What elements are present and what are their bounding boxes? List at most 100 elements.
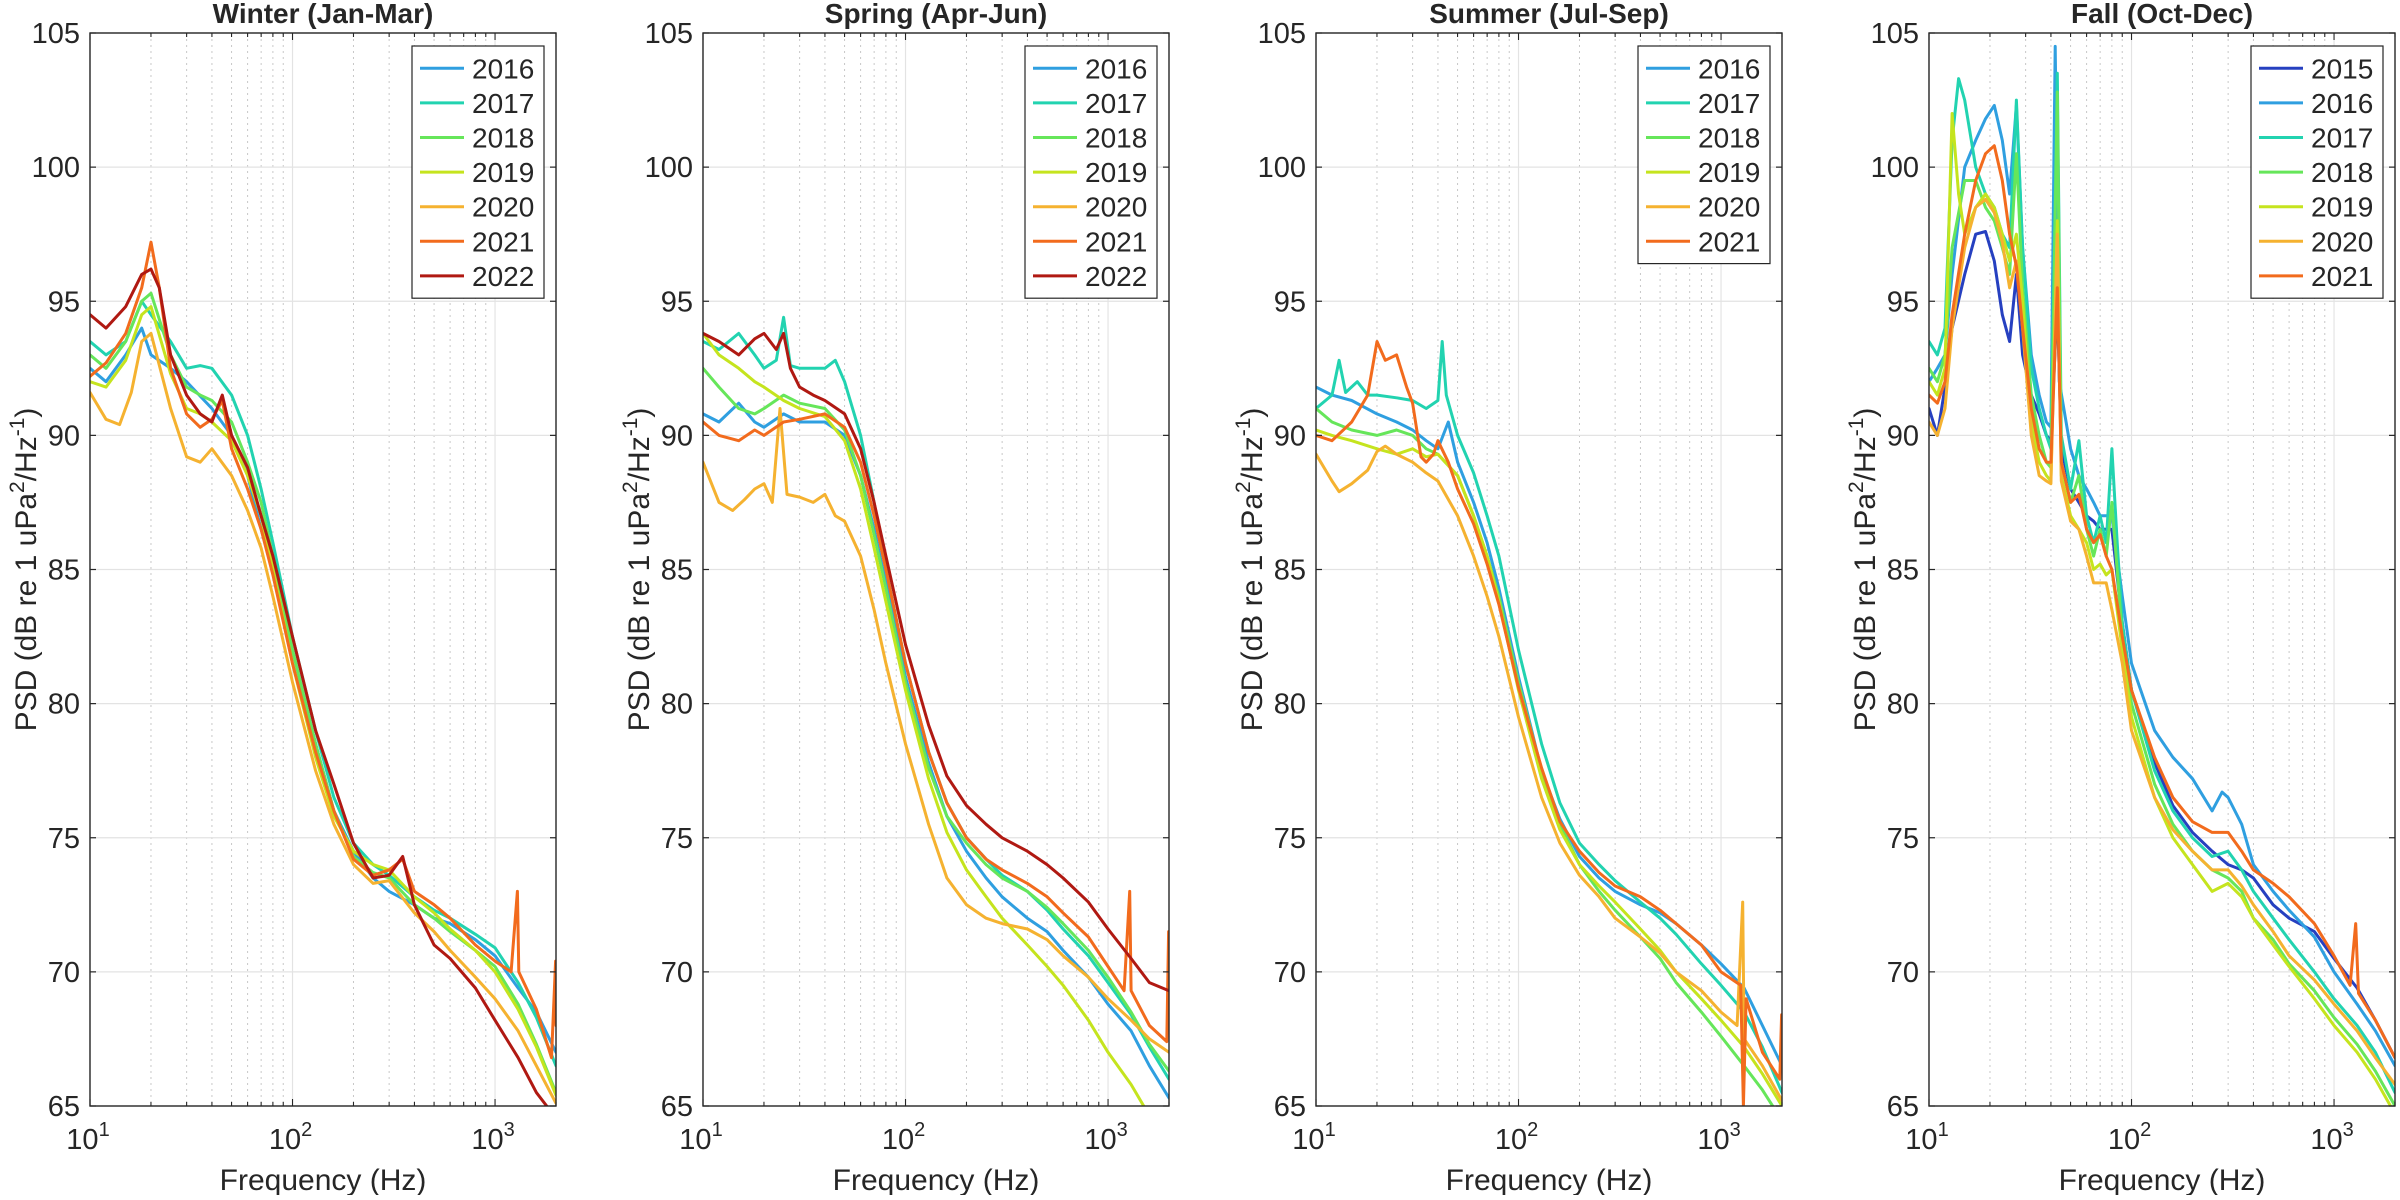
legend-label-2022: 2022 bbox=[472, 261, 534, 292]
y-tick-label: 65 bbox=[48, 1091, 80, 1123]
x-tick-exponent: 3 bbox=[1117, 1119, 1128, 1141]
y-tick-label: 90 bbox=[48, 420, 80, 452]
series-line-2019 bbox=[703, 331, 1146, 1106]
y-tick-label: 85 bbox=[48, 555, 80, 587]
x-tick-base: 10 bbox=[1292, 1124, 1324, 1156]
legend-label-2017: 2017 bbox=[2311, 123, 2373, 154]
legend-label-2018: 2018 bbox=[2311, 157, 2373, 188]
y-label-part: /Hz bbox=[1236, 436, 1269, 481]
x-tick-exponent: 1 bbox=[1938, 1119, 1949, 1141]
x-tick-base: 10 bbox=[471, 1124, 503, 1156]
series-line-2021 bbox=[1316, 340, 1782, 1106]
y-tick-label: 95 bbox=[1274, 286, 1306, 318]
series-group bbox=[703, 315, 1169, 1106]
legend-label-2017: 2017 bbox=[1085, 88, 1147, 119]
y-label-part: ) bbox=[1849, 408, 1882, 418]
legend-label-2015: 2015 bbox=[2311, 53, 2373, 84]
series-line-2018 bbox=[703, 366, 1169, 1073]
y-tick-label: 85 bbox=[661, 555, 693, 587]
y-tick-label: 95 bbox=[1887, 286, 1919, 318]
y-label-superscript: 2 bbox=[1845, 481, 1868, 493]
y-tick-label: 65 bbox=[661, 1091, 693, 1123]
x-tick-exponent: 2 bbox=[1527, 1119, 1538, 1141]
legend-label-2019: 2019 bbox=[1085, 157, 1147, 188]
y-tick-label: 80 bbox=[1887, 689, 1919, 721]
x-tick-base: 10 bbox=[1905, 1124, 1937, 1156]
y-tick-label: 80 bbox=[661, 689, 693, 721]
y-tick-label: 90 bbox=[661, 420, 693, 452]
y-axis-label: PSD (dB re 1 uPa2/Hz-1) bbox=[6, 408, 43, 732]
y-label-part: PSD (dB re 1 uPa bbox=[10, 493, 43, 732]
series-line-2022 bbox=[90, 267, 549, 1106]
legend-label-2018: 2018 bbox=[1698, 123, 1760, 154]
x-tick-exponent: 2 bbox=[2140, 1119, 2151, 1141]
y-tick-label: 75 bbox=[1274, 823, 1306, 855]
x-tick-label: 103 bbox=[1697, 1119, 1740, 1156]
series-line-2020 bbox=[90, 331, 556, 1105]
legend-label-2020: 2020 bbox=[2311, 226, 2373, 257]
legend-label-2016: 2016 bbox=[1085, 53, 1147, 84]
y-tick-label: 105 bbox=[1871, 18, 1919, 50]
y-tick-label: 70 bbox=[1887, 957, 1919, 989]
panel-title: Summer (Jul-Sep) bbox=[1429, 0, 1669, 29]
y-tick-label: 65 bbox=[1887, 1091, 1919, 1123]
series-line-2020 bbox=[703, 407, 1169, 1054]
legend-label-2021: 2021 bbox=[1698, 226, 1760, 257]
y-label-part: /Hz bbox=[1849, 436, 1882, 481]
y-tick-label: 75 bbox=[661, 823, 693, 855]
x-tick-label: 101 bbox=[1905, 1119, 1948, 1156]
y-tick-label: 100 bbox=[645, 152, 693, 184]
y-label-superscript: -1 bbox=[619, 418, 642, 437]
series-line-2020 bbox=[1316, 444, 1782, 1103]
y-tick-label: 80 bbox=[48, 689, 80, 721]
y-label-superscript: -1 bbox=[6, 418, 29, 437]
y-tick-label: 105 bbox=[645, 18, 693, 50]
x-tick-base: 10 bbox=[66, 1124, 98, 1156]
legend-label-2020: 2020 bbox=[1698, 192, 1760, 223]
y-tick-label: 70 bbox=[48, 957, 80, 989]
y-tick-label: 75 bbox=[48, 823, 80, 855]
legend-label-2020: 2020 bbox=[472, 192, 534, 223]
y-label-part: PSD (dB re 1 uPa bbox=[1236, 493, 1269, 732]
series-group bbox=[1316, 340, 1782, 1106]
x-tick-base: 10 bbox=[1697, 1124, 1729, 1156]
x-tick-exponent: 1 bbox=[1325, 1119, 1336, 1141]
y-label-superscript: 2 bbox=[619, 481, 642, 493]
legend-label-2016: 2016 bbox=[472, 53, 534, 84]
x-tick-label: 102 bbox=[882, 1119, 925, 1156]
x-tick-exponent: 2 bbox=[914, 1119, 925, 1141]
legend-label-2021: 2021 bbox=[2311, 261, 2373, 292]
x-tick-label: 102 bbox=[1495, 1119, 1538, 1156]
y-axis-label: PSD (dB re 1 uPa2/Hz-1) bbox=[1845, 408, 1882, 732]
y-tick-label: 70 bbox=[661, 957, 693, 989]
x-tick-label: 103 bbox=[1084, 1119, 1127, 1156]
y-label-part: ) bbox=[623, 408, 656, 418]
y-tick-label: 85 bbox=[1887, 555, 1919, 587]
y-tick-label: 100 bbox=[1258, 152, 1306, 184]
series-line-2019 bbox=[1929, 112, 2392, 1106]
legend-label-2019: 2019 bbox=[472, 157, 534, 188]
y-label-superscript: -1 bbox=[1845, 418, 1868, 437]
series-group bbox=[1929, 44, 2395, 1106]
panel-title: Fall (Oct-Dec) bbox=[2071, 0, 2253, 29]
legend-label-2020: 2020 bbox=[1085, 192, 1147, 223]
x-tick-label: 103 bbox=[471, 1119, 514, 1156]
y-tick-label: 105 bbox=[1258, 18, 1306, 50]
y-tick-label: 70 bbox=[1274, 957, 1306, 989]
x-tick-label: 101 bbox=[1292, 1119, 1335, 1156]
y-label-part: ) bbox=[10, 408, 43, 418]
y-tick-label: 95 bbox=[661, 286, 693, 318]
x-tick-base: 10 bbox=[2108, 1124, 2140, 1156]
legend-label-2019: 2019 bbox=[2311, 192, 2373, 223]
legend-label-2016: 2016 bbox=[2311, 88, 2373, 119]
x-tick-base: 10 bbox=[1495, 1124, 1527, 1156]
legend-label-2018: 2018 bbox=[1085, 123, 1147, 154]
y-axis-label: PSD (dB re 1 uPa2/Hz-1) bbox=[619, 408, 656, 732]
y-label-part: /Hz bbox=[623, 436, 656, 481]
x-tick-exponent: 2 bbox=[301, 1119, 312, 1141]
